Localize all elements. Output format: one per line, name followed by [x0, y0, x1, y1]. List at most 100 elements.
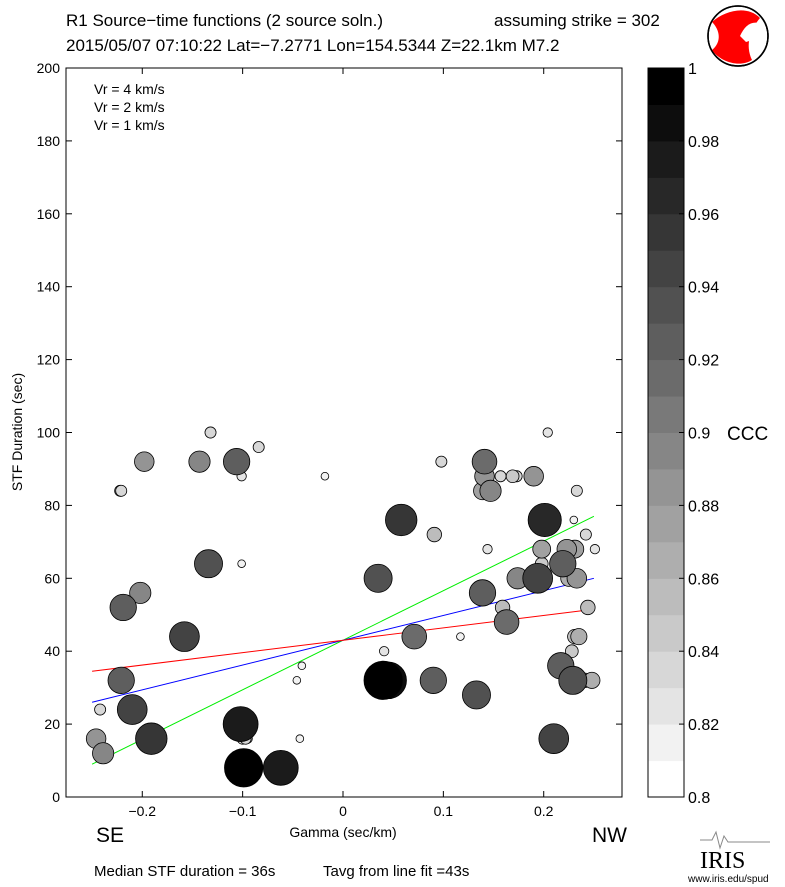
x-tick-label: 0.2	[534, 803, 554, 819]
median-text: Median STF duration = 36s	[94, 863, 275, 880]
data-point	[204, 426, 217, 439]
data-point	[237, 559, 246, 568]
data-point	[558, 665, 588, 695]
y-tick-label: 100	[37, 425, 61, 441]
data-point	[532, 539, 552, 559]
colorbar-band	[648, 651, 684, 689]
data-point	[522, 562, 553, 594]
data-point	[295, 734, 305, 743]
data-point	[462, 680, 491, 710]
colorbar-tick-label: 0.86	[688, 571, 719, 588]
colorbar-band	[648, 359, 684, 397]
colorbar-band	[648, 578, 684, 616]
colorbar-band	[648, 724, 684, 762]
colorbar-band	[648, 760, 684, 798]
y-tick-label: 180	[37, 133, 61, 149]
data-point	[579, 528, 592, 541]
data-point	[135, 722, 168, 755]
data-point	[527, 502, 562, 537]
data-point	[426, 526, 442, 543]
data-point	[297, 661, 307, 671]
data-point	[538, 723, 570, 754]
data-point	[570, 484, 583, 497]
legend-vr4: Vr = 4 km/s	[94, 81, 165, 97]
colorbar-tick-label: 1	[688, 61, 697, 78]
colorbar-band	[648, 323, 684, 361]
data-point	[456, 632, 465, 641]
data-point	[115, 484, 128, 497]
title-line1: R1 Source−time functions (2 source soln.…	[66, 11, 383, 30]
colorbar-tick-label: 0.88	[688, 498, 719, 515]
data-point	[363, 563, 393, 593]
data-point	[223, 448, 251, 476]
colorbar-band	[648, 541, 684, 579]
colorbar-band	[648, 468, 684, 506]
data-point	[188, 450, 211, 473]
colorbar-band	[648, 432, 684, 470]
iris-url: www.iris.edu/spud	[687, 874, 769, 885]
colorbar-label: CCC	[727, 424, 768, 445]
data-point	[109, 593, 137, 622]
data-point	[482, 544, 493, 555]
colorbar-band	[648, 687, 684, 725]
data-point	[116, 694, 148, 725]
colorbar-band	[648, 177, 684, 215]
x-axis-label: Gamma (sec/km)	[289, 824, 396, 840]
data-point	[435, 455, 448, 468]
colorbar-band	[648, 104, 684, 142]
colorbar-band	[648, 140, 684, 178]
data-point	[292, 676, 302, 685]
colorbar-tick-label: 0.96	[688, 207, 719, 224]
y-tick-label: 60	[44, 570, 60, 586]
data-point	[385, 503, 418, 537]
y-axis-label: STF Duration (sec)	[9, 373, 25, 491]
title-line2: 2015/05/07 07:10:22 Lat=−7.2771 Lon=154.…	[66, 36, 559, 55]
beachball-icon	[707, 5, 769, 67]
y-tick-label: 20	[44, 716, 60, 732]
colorbar-band	[648, 396, 684, 433]
data-point	[194, 549, 223, 579]
data-point	[222, 706, 259, 742]
colorbar-band	[648, 505, 684, 543]
y-tick-label: 0	[52, 789, 60, 805]
data-point	[134, 451, 155, 472]
iris-logo-text: IRIS	[700, 848, 745, 874]
data-point	[363, 660, 403, 700]
legend-vr1: Vr = 1 km/s	[94, 117, 165, 133]
data-point	[107, 666, 135, 694]
colorbar-tick-label: 0.9	[688, 426, 710, 443]
colorbar-tick-label: 0.92	[688, 353, 719, 370]
data-point	[129, 581, 152, 604]
y-tick-label: 160	[37, 206, 61, 222]
data-point	[471, 448, 498, 475]
data-point	[589, 544, 601, 555]
direction-nw: NW	[592, 824, 627, 847]
data-point	[565, 644, 579, 658]
colorbar-tick-label: 0.84	[688, 644, 719, 661]
legend-vr2: Vr = 2 km/s	[94, 99, 165, 115]
tavg-text: Tavg from line fit =43s	[323, 863, 469, 880]
title-strike: assuming strike = 302	[494, 11, 660, 30]
data-point	[479, 479, 502, 502]
x-tick-label: −0.2	[128, 803, 156, 819]
direction-se: SE	[96, 824, 124, 847]
data-point	[505, 469, 520, 484]
data-point	[94, 703, 107, 716]
colorbar-tick-label: 0.8	[688, 790, 710, 807]
colorbar-band	[648, 286, 684, 324]
data-point	[468, 579, 497, 607]
colorbar-tick-label: 0.82	[688, 717, 719, 734]
data-point	[494, 470, 507, 483]
data-point	[224, 748, 264, 788]
colorbar-tick-label: 0.98	[688, 134, 719, 151]
data-point	[493, 609, 520, 635]
data-point	[569, 515, 579, 525]
iris-logo: IRIS www.iris.edu/spud	[687, 830, 770, 885]
x-tick-label: 0	[339, 803, 347, 819]
data-point	[549, 550, 577, 578]
colorbar-band	[648, 213, 684, 251]
data-point	[379, 646, 390, 657]
x-tick-label: −0.1	[229, 803, 257, 819]
